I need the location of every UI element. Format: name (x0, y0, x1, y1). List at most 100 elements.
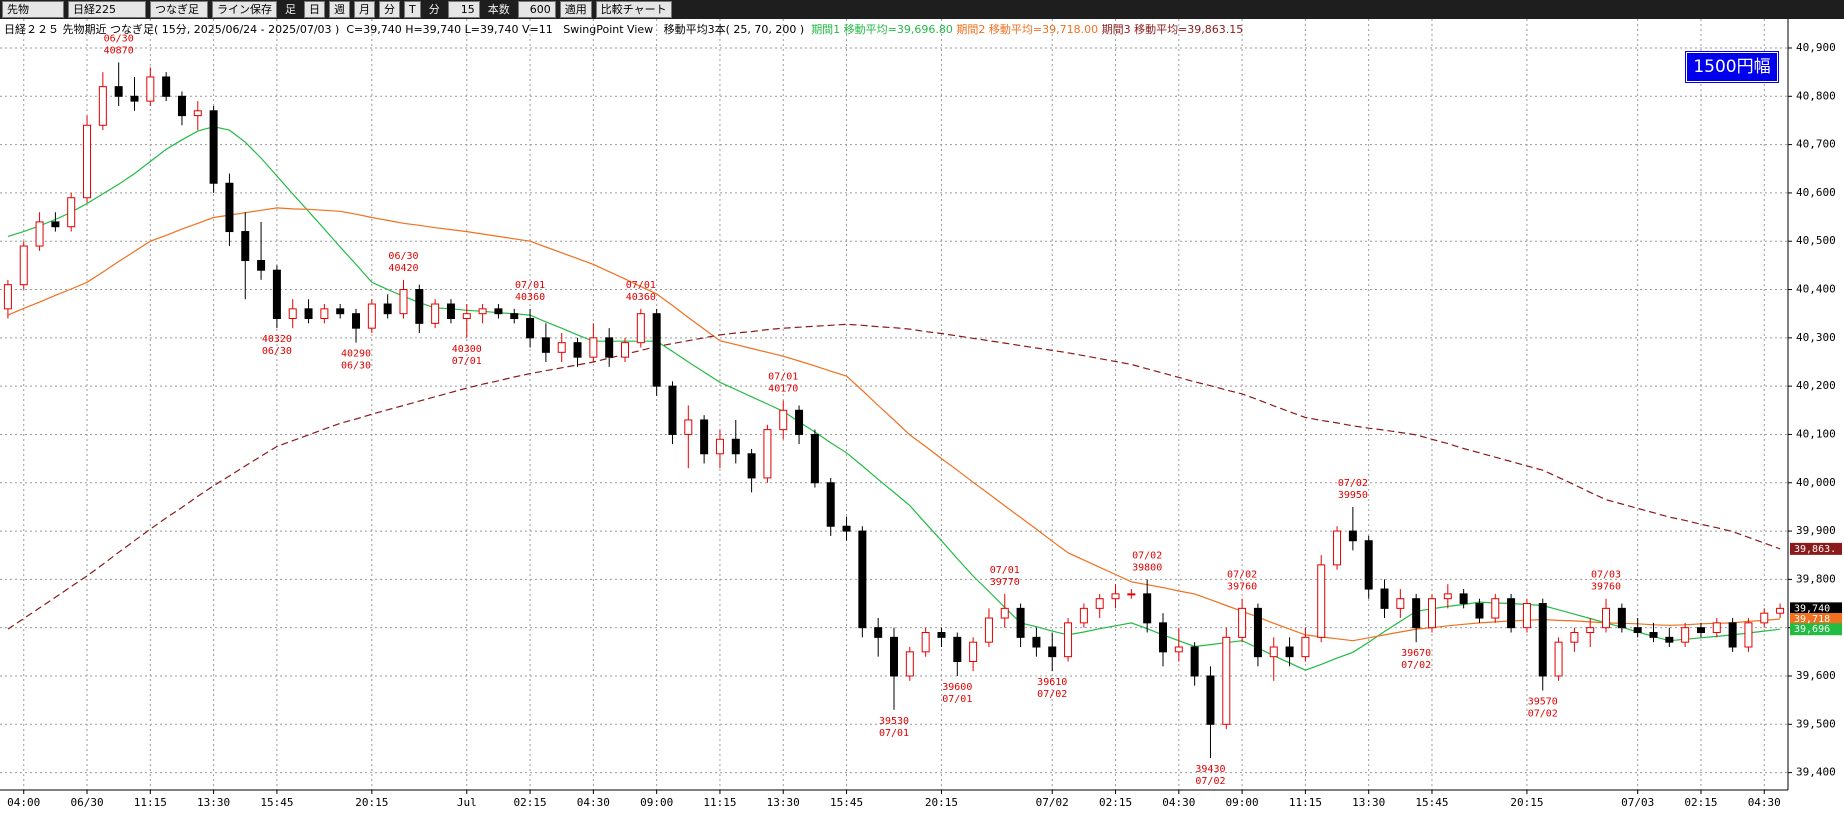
swing-date: 07/01 (990, 565, 1020, 576)
y-tick-label: 40,900 (1796, 41, 1836, 54)
swing-date: 07/03 (1591, 570, 1621, 581)
y-tick-label: 39,400 (1796, 766, 1836, 779)
candle-body (605, 337, 614, 358)
ashi-label: 足 (285, 3, 296, 16)
candle-body (257, 260, 266, 271)
candle-body (1696, 627, 1705, 634)
candle-body (1744, 622, 1753, 648)
apply-button[interactable]: 適用 (559, 1, 592, 18)
save-line-button[interactable]: ライン保存 (212, 1, 277, 18)
swing-price: 39530 (879, 716, 909, 727)
moving-average-line (7, 323, 1781, 630)
candle-body (320, 308, 329, 320)
index-select[interactable]: 日経225 (68, 1, 146, 18)
candle-body (1380, 588, 1389, 609)
swing-date: 07/02 (1528, 708, 1558, 719)
candle-body (193, 110, 202, 117)
price-tag (1790, 542, 1842, 555)
market-select[interactable]: 先物 (2, 1, 64, 18)
swing-price: 40170 (768, 384, 798, 395)
candle-body (51, 221, 60, 228)
swing-price: 39570 (1528, 696, 1558, 707)
candle-body (1475, 603, 1484, 619)
y-tick-label: 40,700 (1796, 138, 1836, 151)
x-tick-label: 11:15 (703, 796, 736, 809)
interval-input[interactable]: 15 (447, 1, 480, 18)
candle-body (1427, 598, 1436, 629)
x-tick-label: 13:30 (197, 796, 230, 809)
moving-average-line (7, 126, 1781, 671)
candle-body (162, 76, 171, 97)
count-input[interactable]: 600 (517, 1, 556, 18)
candle-body (98, 86, 107, 126)
candle-body (19, 245, 28, 286)
candle-body (557, 342, 566, 353)
period-0[interactable]: 日 (304, 1, 325, 18)
candle-body (209, 110, 218, 184)
y-tick-label: 40,600 (1796, 186, 1836, 199)
x-tick-label: 04:00 (7, 796, 40, 809)
candle-body (130, 95, 139, 102)
candle-body (1079, 607, 1088, 624)
legend-entry: 期間1 移動平均=39,696.80 (811, 23, 953, 36)
candle-body (478, 308, 487, 315)
candle-body (1095, 598, 1104, 609)
candle-body (1222, 636, 1231, 725)
x-tick-label: 07/03 (1621, 796, 1654, 809)
swing-price: 40420 (388, 263, 418, 274)
candle-body (589, 337, 598, 358)
swing-date: 06/30 (388, 251, 418, 262)
candle-body (747, 453, 756, 479)
candle-body (1158, 622, 1167, 653)
candle-body (668, 385, 677, 435)
candle-body (779, 409, 788, 431)
x-tick-label: 15:45 (830, 796, 863, 809)
candle-body (1776, 607, 1785, 614)
candle-body (795, 409, 804, 435)
candle-body (1301, 636, 1310, 658)
x-tick-label: 02:15 (1684, 796, 1717, 809)
candle-body (1538, 603, 1547, 677)
x-tick-label: 15:45 (260, 796, 293, 809)
swing-date: 07/02 (1037, 689, 1067, 700)
candle-body (1712, 622, 1721, 634)
price-tag-label: 39,696 (1794, 624, 1830, 635)
candle-body (494, 308, 503, 315)
period-4[interactable]: T (404, 1, 421, 18)
candle-body (1253, 607, 1262, 658)
y-tick-label: 40,300 (1796, 331, 1836, 344)
period-3[interactable]: 分 (379, 1, 400, 18)
compare-button[interactable]: 比較チャート (595, 1, 672, 18)
swing-date: 07/01 (515, 280, 545, 291)
swing-date: 06/30 (262, 346, 292, 357)
period-1[interactable]: 週 (329, 1, 350, 18)
swing-date: 06/30 (104, 33, 134, 44)
candle-body (352, 313, 361, 329)
x-tick-label: Jul (457, 796, 477, 809)
candle-body (731, 438, 740, 455)
candle-body (67, 197, 76, 228)
swing-date: 06/30 (341, 361, 371, 372)
price-tag (1790, 623, 1842, 636)
price-tag-label: 39,740 (1794, 603, 1830, 614)
candle-body (272, 269, 281, 320)
candle-body (415, 289, 424, 324)
x-tick-label: 02:15 (1099, 796, 1132, 809)
x-tick-label: 04:30 (577, 796, 610, 809)
candle-body (1617, 607, 1626, 629)
swing-date: 07/01 (942, 694, 972, 705)
candle-body (810, 433, 819, 484)
candle-body (1048, 646, 1057, 658)
candle-body (1111, 593, 1120, 600)
chart-kind-select[interactable]: つなぎ足 (150, 1, 208, 18)
period-2[interactable]: 月 (354, 1, 375, 18)
swing-price: 40870 (104, 45, 134, 56)
candle-body (636, 313, 645, 344)
candle-body (1285, 646, 1294, 658)
candle-body (715, 438, 724, 455)
y-tick-label: 40,500 (1796, 234, 1836, 247)
candle-body (1681, 627, 1690, 643)
swing-date: 07/02 (1227, 570, 1257, 581)
candle-body (83, 124, 92, 199)
candle-body (367, 303, 376, 329)
